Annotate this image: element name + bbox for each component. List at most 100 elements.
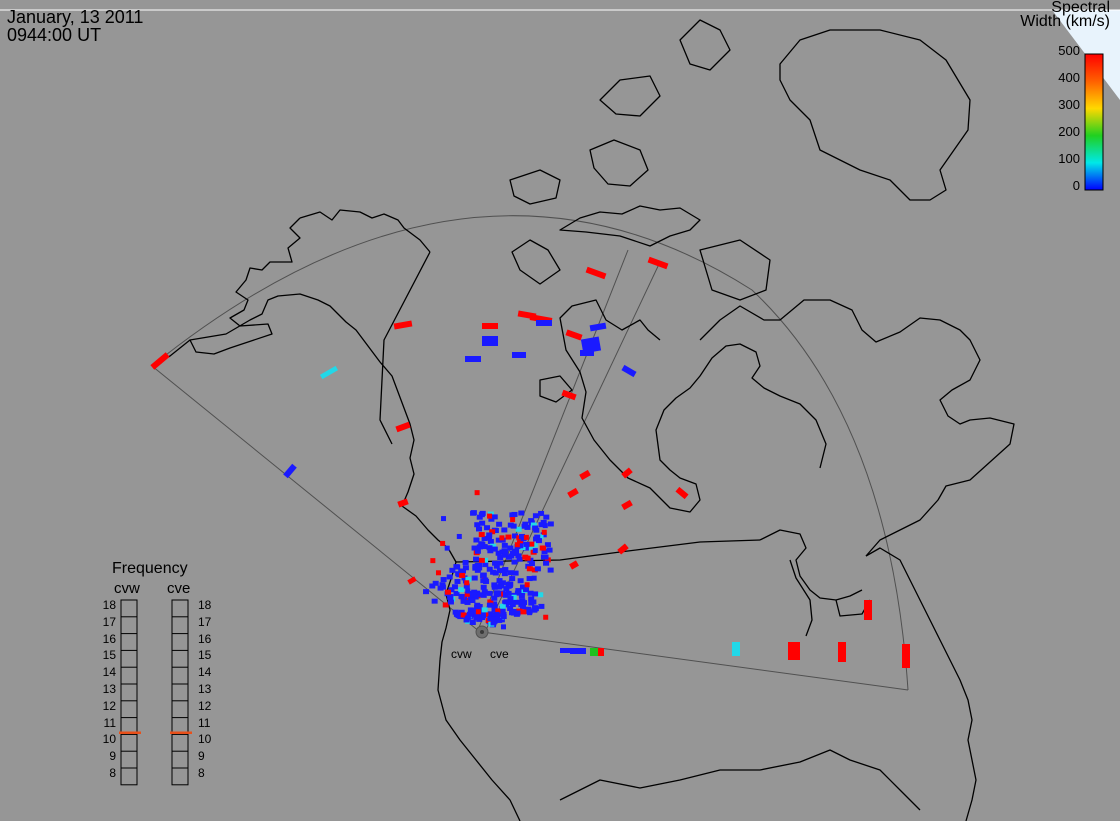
scatter-cell <box>580 336 602 354</box>
scatter-cell-near <box>512 570 519 576</box>
scatter-cell-cluster <box>470 510 477 516</box>
scatter-cell-near <box>502 592 509 598</box>
scatter-cell <box>565 329 583 341</box>
scatter-cell-cluster <box>507 545 514 551</box>
scatter-cell-near <box>464 599 471 605</box>
freq-tick-left: 13 <box>102 682 116 696</box>
scatter-cell-near <box>469 597 476 603</box>
fov-cve-beam <box>485 261 661 631</box>
scatter-cell <box>536 320 552 326</box>
scatter-cell-cluster <box>476 544 483 550</box>
scatter-cell-cluster <box>533 536 540 542</box>
scatter-cell-near <box>514 610 521 616</box>
scatter-cell-cluster <box>544 542 551 548</box>
scatter-cell-cluster <box>516 540 523 546</box>
colorbar-tick-200: 200 <box>1058 124 1080 139</box>
scatter-cell-cluster <box>501 552 508 558</box>
scatter-cell-near <box>480 572 487 578</box>
scatter-cell-sparse <box>456 533 462 539</box>
scatter-cell-near <box>496 578 503 584</box>
scatter-cell-cluster <box>538 510 545 516</box>
scatter-cell-cluster <box>537 534 544 540</box>
scatter-cell-sparse <box>514 542 520 548</box>
scatter-cell-near <box>480 592 487 598</box>
date-label: January, 13 2011 <box>7 7 144 27</box>
baffin-island <box>699 239 771 301</box>
freq-tick-left: 15 <box>102 648 116 663</box>
scatter-cell-cluster <box>505 534 512 540</box>
scatter-cell-near <box>491 616 498 622</box>
scatter-cell-cluster <box>497 555 504 561</box>
freq-tick-left: 16 <box>102 631 116 646</box>
scatter-cell-near <box>514 590 521 596</box>
scatter-cell-near <box>481 589 488 595</box>
scatter-cell-cluster <box>528 545 535 551</box>
scatter-cell-near <box>503 599 510 605</box>
frequency-col-cvw: cvw <box>114 580 140 597</box>
scatter-cell-near <box>528 600 535 606</box>
scatter-cell-near <box>445 589 452 595</box>
scatter-cell-near <box>487 611 494 617</box>
scatter-cell-near <box>453 590 460 596</box>
scatter-cell-near <box>462 559 469 565</box>
arctic-island-6 <box>679 19 731 71</box>
scatter-cell-cluster <box>544 557 551 563</box>
scatter-cell-near <box>447 594 454 600</box>
scatter-cell-cluster <box>493 563 500 569</box>
scatter-cell <box>621 499 633 511</box>
scatter-cell-near <box>454 612 461 618</box>
freq-tick-right: 8 <box>198 766 205 780</box>
scatter-cell-near <box>518 593 525 599</box>
scatter-cell-near <box>481 607 488 613</box>
scatter-cell-near <box>429 583 436 589</box>
coastlines <box>151 19 1015 821</box>
frequency-col-cve: cve <box>167 580 191 597</box>
scatter-cell-cluster <box>547 567 554 573</box>
scatter-cell-near <box>507 570 514 576</box>
scatter-cell-near <box>491 613 498 619</box>
freq-tick-left: 8 <box>109 766 116 780</box>
frequency-title: Frequency <box>112 560 188 577</box>
scatter-cell-cluster <box>473 556 480 562</box>
scatter-cell-near <box>482 562 489 568</box>
scatter-cell-cluster <box>520 536 527 542</box>
scatter-cell-near <box>507 605 514 611</box>
scatter-cell-cluster <box>476 565 483 571</box>
fov-west-edge <box>151 365 481 633</box>
scatter-cell-cluster <box>492 528 499 534</box>
scatter-cell <box>407 576 417 585</box>
scatter-cell-cluster <box>486 545 493 551</box>
freq-tick-right: 12 <box>198 698 212 713</box>
us-east-coast <box>865 547 977 821</box>
scatter-cell-near <box>474 604 481 610</box>
colorbar-tick-100: 100 <box>1058 151 1080 166</box>
scatter-cell-near <box>493 592 500 598</box>
scatter-cell-near <box>461 575 468 581</box>
scatter-cell-near <box>423 589 430 595</box>
scatter-cell-near <box>491 595 498 601</box>
scatter-cell-cluster <box>473 537 480 543</box>
scatter-cell-cluster <box>486 532 493 538</box>
scatter-cell-near <box>439 582 446 588</box>
freq-tick-right: 14 <box>198 665 212 680</box>
scatter-cell-near <box>460 612 467 618</box>
scatter-cell-sparse <box>464 591 470 597</box>
scatter-cell-near <box>446 574 453 580</box>
scatter-cell-near <box>458 587 465 593</box>
scatter-cell-near <box>517 578 524 584</box>
freq-tick-left: 14 <box>102 665 116 680</box>
scatter-cell-near <box>526 576 533 582</box>
scatter-cell-cluster <box>523 541 530 547</box>
colorbar-title-line1: Spectral <box>1051 0 1110 16</box>
scatter-cell-sparse <box>531 575 537 581</box>
radar-site-center <box>480 630 484 634</box>
scatter-cell-sparse <box>527 610 533 616</box>
scatter-cell-cluster <box>481 544 488 550</box>
scatter-cell-cluster <box>511 559 518 565</box>
scatter-cell-near <box>453 564 460 570</box>
scatter-cell-cluster <box>495 537 502 543</box>
radar-fov-outlines <box>151 215 909 691</box>
colorbar-tick-500: 500 <box>1058 43 1080 58</box>
scatter-cell-near <box>505 590 512 596</box>
